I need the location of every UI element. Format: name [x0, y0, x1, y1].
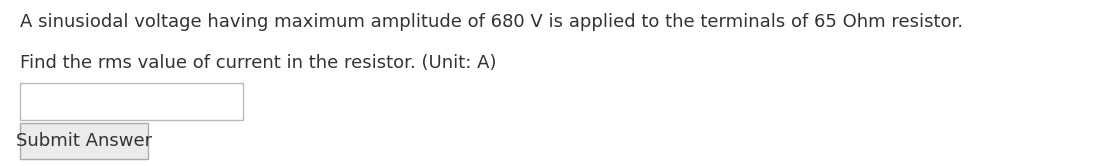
- FancyBboxPatch shape: [20, 83, 243, 120]
- FancyBboxPatch shape: [20, 123, 148, 159]
- Text: A sinusiodal voltage having maximum amplitude of 680 V is applied to the termina: A sinusiodal voltage having maximum ampl…: [20, 13, 963, 31]
- Text: Find the rms value of current in the resistor. (Unit: A): Find the rms value of current in the res…: [20, 54, 496, 72]
- Text: Submit Answer: Submit Answer: [16, 132, 152, 150]
